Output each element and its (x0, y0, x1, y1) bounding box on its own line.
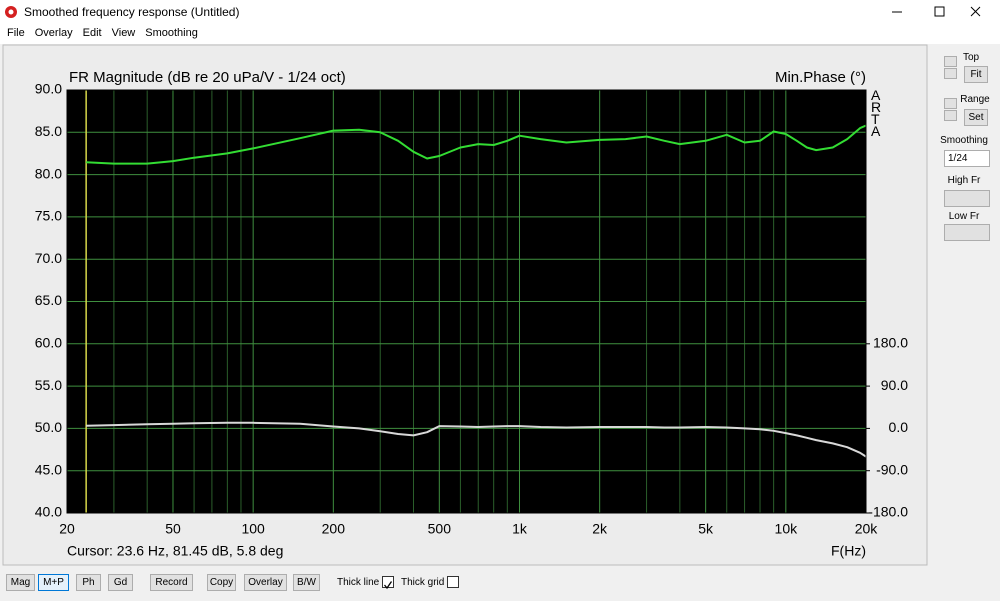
toolbar-button[interactable]: Copy (207, 574, 236, 591)
smoothing-select[interactable]: 1/24 (944, 150, 990, 167)
watermark: ARTA (871, 87, 882, 139)
window-title: Smoothed frequency response (Untitled) (24, 5, 240, 19)
sidebar: Top Fit Range Set Smoothing 1/24 High Fr… (930, 44, 1000, 564)
x-tick-label: 500 (428, 521, 452, 537)
y-tick-label: 40.0 (35, 504, 62, 520)
y-tick-label: 80.0 (35, 165, 62, 181)
spin-down[interactable] (944, 110, 957, 121)
toolbar-button[interactable]: Gd (108, 574, 133, 591)
x-tick-label: 100 (241, 521, 265, 537)
checkbox-label: Thick grid (401, 577, 445, 588)
toolbar-button[interactable]: Mag (6, 574, 35, 591)
toolbar-button[interactable]: B/W (293, 574, 320, 591)
menu-item[interactable]: File (7, 27, 25, 39)
x-tick-label: 20k (855, 521, 879, 537)
chart-title: FR Magnitude (dB re 20 uPa/V - 1/24 oct) (69, 69, 346, 86)
low-fr-label: Low Fr (948, 211, 980, 222)
spin-down[interactable] (944, 68, 957, 79)
y2-tick-label: 0.0 (889, 419, 909, 435)
y-tick-label: 50.0 (35, 419, 62, 435)
y-tick-label: 75.0 (35, 208, 62, 224)
y-tick-label: 55.0 (35, 377, 62, 393)
toolbar: Mag M+P Ph Gd Record Copy Overlay B/W Thick line… (0, 568, 1000, 601)
low-fr-stepper[interactable] (944, 224, 990, 241)
menu-item[interactable]: Overlay (34, 27, 73, 39)
high-fr-label: High Fr (947, 175, 981, 186)
high-fr-stepper[interactable] (944, 190, 990, 207)
menu-item[interactable]: Smoothing (145, 27, 198, 39)
y2-tick-label: 180.0 (873, 335, 908, 351)
top-label: Top (962, 52, 980, 63)
checkbox[interactable] (447, 576, 459, 588)
x-tick-label: 5k (698, 521, 714, 537)
toolbar-button[interactable]: M+P (38, 574, 69, 591)
toolbar-button[interactable]: Ph (76, 574, 101, 591)
y2-tick-label: -180.0 (868, 504, 908, 520)
y-tick-label: 90.0 (35, 81, 62, 97)
y-tick-label: 65.0 (35, 292, 62, 308)
toolbar-button[interactable]: Overlay (244, 574, 287, 591)
x-tick-label: 1k (512, 521, 528, 537)
cursor-readout: Cursor: 23.6 Hz, 81.45 dB, 5.8 deg (67, 543, 283, 559)
menu-item[interactable]: Edit (82, 27, 102, 39)
app-icon (5, 6, 17, 18)
menu-item[interactable]: View (111, 27, 136, 39)
y2-tick-label: -90.0 (876, 461, 908, 477)
y-tick-label: 85.0 (35, 123, 62, 139)
plot-frame (66, 89, 867, 514)
spin-up[interactable] (944, 98, 957, 109)
x-tick-label: 20 (59, 521, 75, 537)
set-button[interactable]: Set (964, 109, 988, 126)
x-tick-label: 2k (592, 521, 608, 537)
x-tick-label: 10k (775, 521, 799, 537)
y-tick-label: 45.0 (35, 461, 62, 477)
y-tick-label: 70.0 (35, 250, 62, 266)
y2-axis-title: Min.Phase (°) (775, 69, 866, 86)
series-line (86, 124, 867, 165)
checkbox-label: Thick line (337, 577, 380, 588)
x-tick-label: 200 (322, 521, 346, 537)
window-controls[interactable] (880, 0, 1000, 24)
spin-up[interactable] (944, 56, 957, 67)
y2-tick-label: 90.0 (881, 377, 908, 393)
menu-bar: File Overlay Edit View Smoothing (0, 24, 1000, 44)
y-tick-label: 60.0 (35, 335, 62, 351)
series-line (86, 421, 867, 458)
range-label: Range (960, 94, 990, 105)
check-mark-path (384, 581, 393, 590)
fit-button[interactable]: Fit (964, 66, 988, 83)
chart: 20 50 100 200 500 1k 2k 5k 10k 20k 40.0 45.0 50.0 55.… (2, 44, 928, 566)
smoothing-label: Smoothing (940, 135, 988, 146)
x-axis-title: F(Hz) (831, 543, 866, 559)
title-bar: Smoothed frequency response (Untitled) (0, 0, 1000, 24)
toolbar-button[interactable]: Record (150, 574, 193, 591)
check-mark (384, 581, 393, 590)
checkbox[interactable] (382, 576, 394, 590)
x-tick-label: 50 (165, 521, 181, 537)
